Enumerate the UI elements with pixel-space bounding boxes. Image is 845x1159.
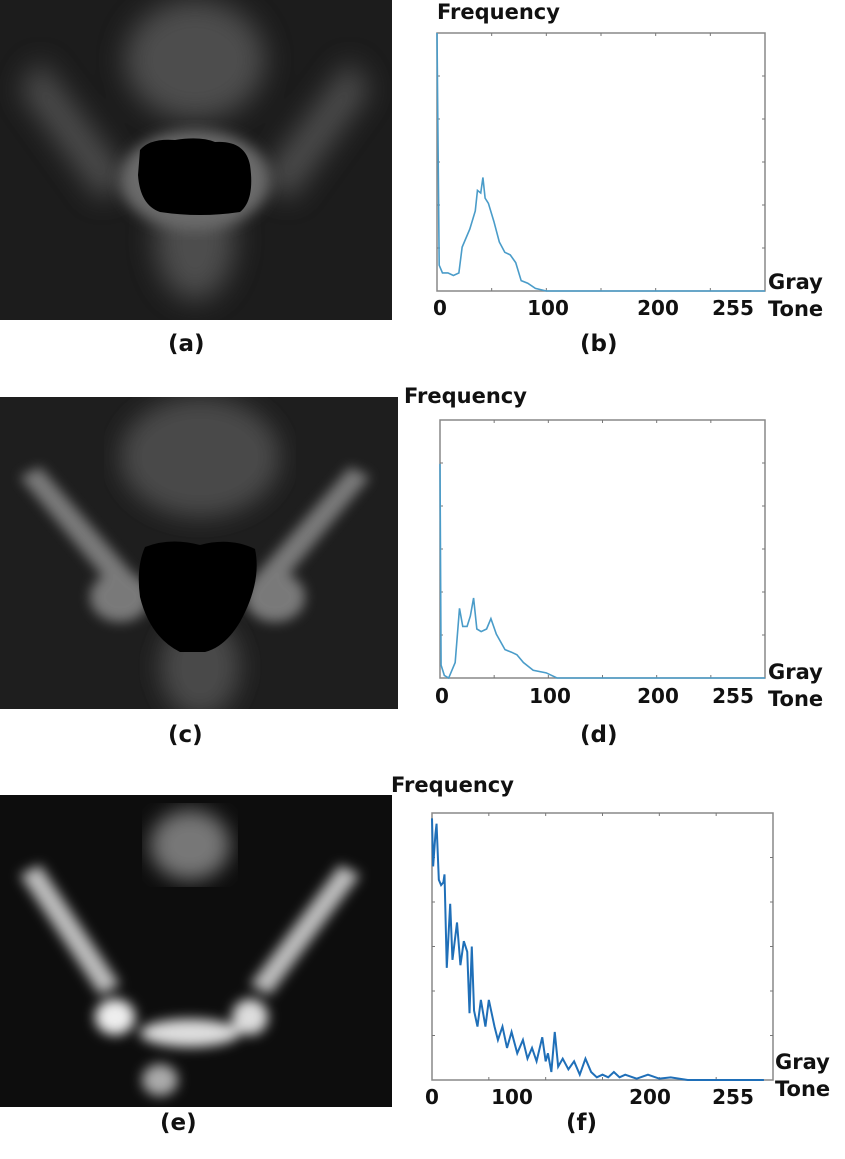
x-tick-label: 100 [491, 1085, 533, 1109]
x-axis-label-line1: Gray [768, 660, 823, 684]
x-tick-label: 0 [435, 684, 449, 708]
caption-f: (f) [566, 1110, 598, 1136]
histogram-line [439, 463, 765, 680]
caption-a: (a) [168, 331, 205, 357]
x-axis-label-line1: Gray [768, 270, 823, 294]
x-tick-label: 200 [629, 1085, 671, 1109]
histogram-plot-0 [436, 32, 766, 292]
x-tick-label: 0 [433, 296, 447, 320]
y-axis-label: Frequency [391, 773, 514, 797]
x-tick-label: 100 [527, 296, 569, 320]
caption-e: (e) [160, 1110, 197, 1136]
x-tick-label: 255 [712, 296, 754, 320]
caption-b: (b) [580, 331, 618, 357]
x-tick-label: 0 [425, 1085, 439, 1109]
caption-c: (c) [168, 722, 203, 748]
y-axis-label: Frequency [437, 0, 560, 24]
plot-frame [436, 32, 766, 292]
x-axis-label-line2: Tone [775, 1077, 831, 1101]
x-axis-label-line2: Tone [768, 687, 824, 711]
x-tick-label: 255 [712, 684, 754, 708]
histogram-plot-2 [431, 812, 774, 1081]
histogram-line [436, 32, 765, 292]
image-c [0, 397, 398, 709]
histogram-plot-1 [439, 419, 766, 680]
image-a [0, 0, 392, 320]
x-tick-label: 255 [712, 1085, 754, 1109]
x-axis-label-line1: Gray [775, 1050, 830, 1074]
plot-frame [431, 812, 774, 1081]
x-tick-label: 200 [637, 296, 679, 320]
plot-frame [439, 419, 766, 679]
y-axis-label: Frequency [404, 384, 527, 408]
caption-d: (d) [580, 722, 618, 748]
image-e [0, 795, 392, 1107]
x-tick-label: 100 [529, 684, 571, 708]
x-axis-label-line2: Tone [768, 297, 824, 321]
histogram-line [431, 818, 764, 1081]
x-tick-label: 200 [637, 684, 679, 708]
